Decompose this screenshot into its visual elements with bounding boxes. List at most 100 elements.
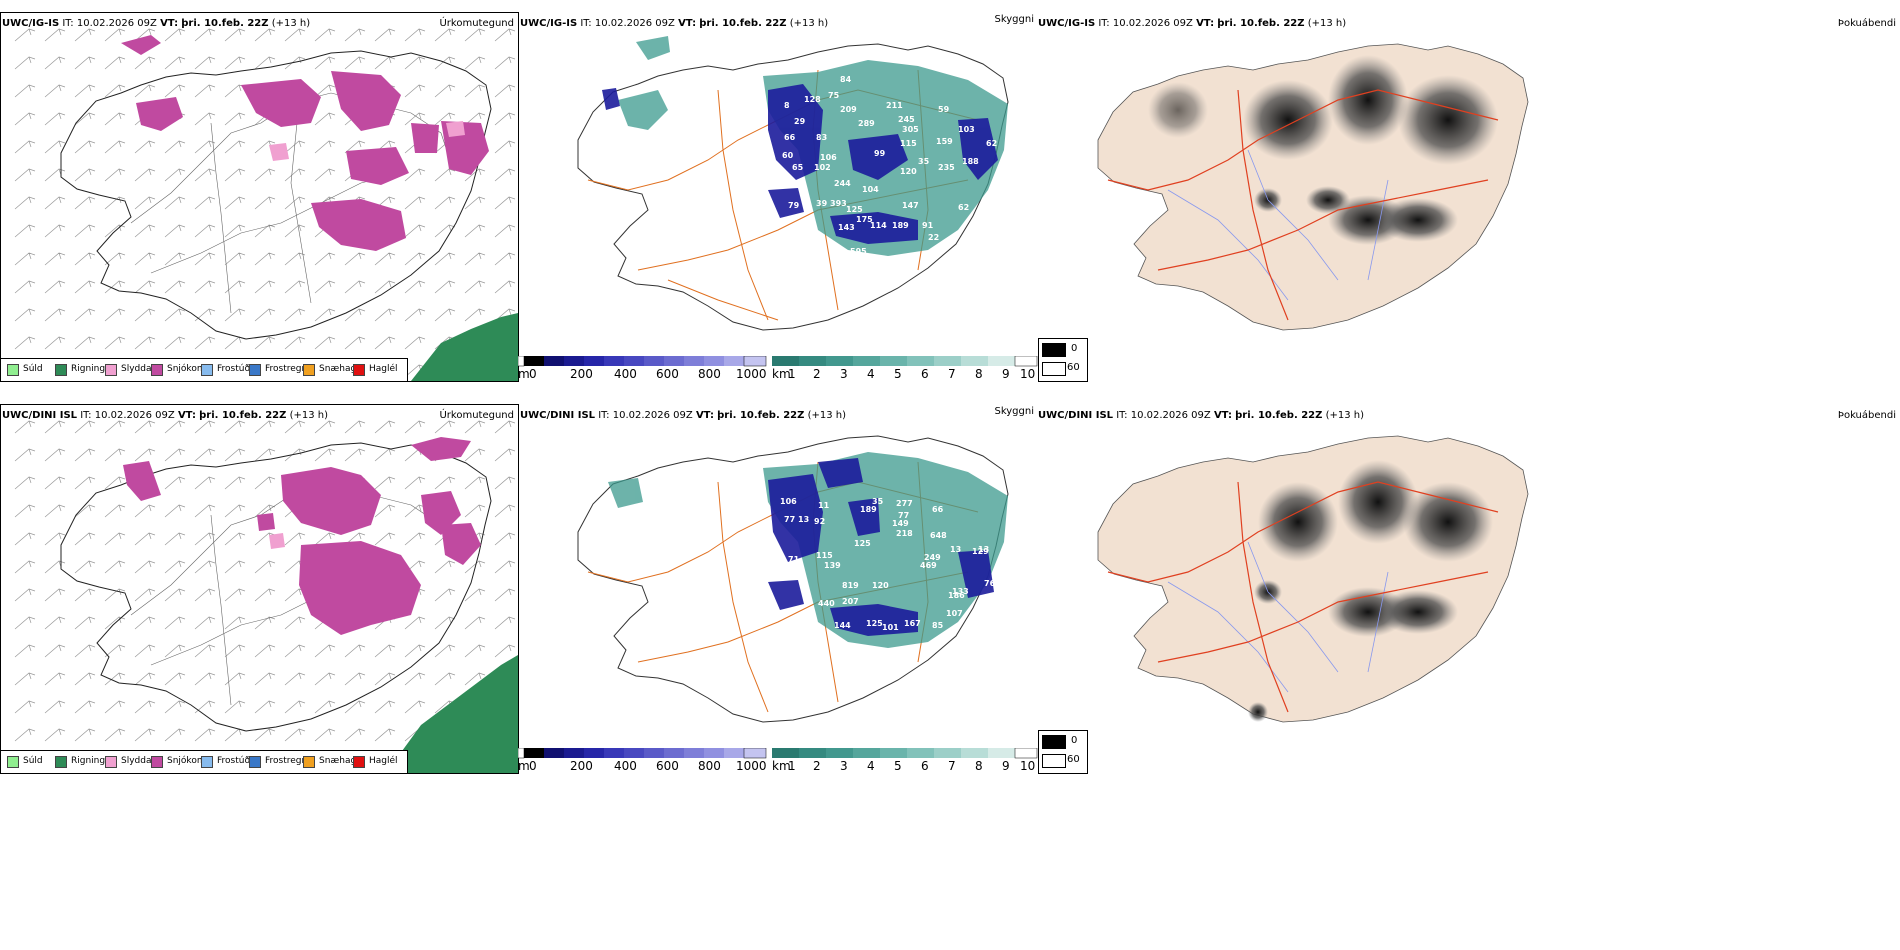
visibility-map: 128 75 84 209 211 245 59 289 305 103 62 8 29 66 83 106 1… [518, 30, 1038, 360]
ceiling-height-label: 235 [938, 163, 955, 172]
wind-barb [74, 168, 96, 182]
wind-barb [254, 56, 276, 70]
visibility-tick: 4 [867, 759, 875, 773]
wind-barb [254, 700, 276, 714]
wind-barb [224, 252, 246, 266]
wind-barb [224, 420, 246, 434]
ceiling-height-label: 29 [794, 117, 806, 126]
ceiling-height-label: 125 [866, 619, 883, 628]
fog-legend: 0 60 [1038, 730, 1088, 774]
wind-barb [254, 28, 276, 42]
wind-barb [134, 308, 156, 322]
valid-time: þri. 10.feb. 22Z [1235, 410, 1323, 421]
ceiling-height-label: 13 [978, 545, 989, 554]
fog-map [1048, 30, 1548, 350]
wind-barb [434, 420, 456, 434]
ceiling-tick: 800 [698, 367, 721, 381]
legend-label: Rigning [71, 364, 106, 374]
wind-barb [494, 28, 516, 42]
wind-barb [14, 644, 36, 658]
ceiling-height-label: 189 [860, 505, 877, 514]
wind-barb [404, 196, 426, 210]
wind-barb [134, 420, 156, 434]
wind-barb [404, 28, 426, 42]
wind-barb [464, 644, 486, 658]
wind-barb [284, 196, 306, 210]
wind-barb [164, 308, 186, 322]
lead-time: (+13 h) [789, 18, 829, 29]
panel-header: UWC/DINI ISL IT: 10.02.2026 09Z VT: þri.… [1038, 410, 1364, 422]
wind-barb [194, 140, 216, 154]
visibility-tick: 5 [894, 367, 902, 381]
model-name: UWC/DINI ISL [1038, 410, 1114, 421]
wind-barb [434, 476, 456, 490]
wind-barb [104, 644, 126, 658]
wind-barb [284, 28, 306, 42]
wind-barb [464, 112, 486, 126]
wind-barb [194, 84, 216, 98]
legend-swatch [7, 756, 19, 768]
legend-label: Snjókoma [167, 364, 212, 374]
wind-barb [44, 448, 66, 462]
wind-barb [284, 140, 306, 154]
wind-barb [314, 168, 336, 182]
wind-barb [434, 84, 456, 98]
wind-barb [494, 560, 516, 574]
ceiling-height-label: 83 [816, 133, 827, 142]
model-name: UWC/IG-IS [520, 18, 578, 29]
legend-label: Frostregn [265, 364, 308, 374]
wind-barb [194, 700, 216, 714]
wind-barb [284, 56, 306, 70]
visibility-tick: 6 [921, 367, 929, 381]
precip-type-legend: Súld Rigning Slydda Snjókoma Frostúði Frostre… [0, 358, 408, 382]
wind-barb [404, 224, 426, 238]
wind-barb [464, 560, 486, 574]
wind-barb [464, 504, 486, 518]
precip-type-legend: Súld Rigning Slydda Snjókoma Frostúði Frostre… [0, 750, 408, 774]
wind-barb [224, 56, 246, 70]
legend-swatch [353, 364, 365, 376]
sleet-areas [269, 533, 285, 549]
wind-barb [374, 504, 396, 518]
wind-barb [374, 420, 396, 434]
wind-barb [404, 168, 426, 182]
wind-barb [164, 56, 186, 70]
ceiling-height-label: 218 [896, 529, 913, 538]
wind-barb [404, 700, 426, 714]
wind-barb [44, 84, 66, 98]
variable-name: Skyggni [994, 14, 1034, 25]
wind-barb [464, 588, 486, 602]
ceiling-height-label: 393 [830, 199, 847, 208]
wind-barb [404, 672, 426, 686]
wind-barb [434, 28, 456, 42]
panel-fog-top: UWC/IG-IS IT: 10.02.2026 09Z VT: þri. 10… [1038, 10, 1900, 382]
wind-barb [44, 532, 66, 546]
fog-high-label: 0 [1071, 343, 1078, 354]
ceiling-height-label: 245 [898, 115, 915, 124]
wind-barb [374, 336, 396, 350]
wind-barb [14, 420, 36, 434]
legend-label: Snæhagl [319, 364, 359, 374]
legend-label: Slydda [121, 756, 152, 766]
wind-barb [194, 280, 216, 294]
ceiling-height-label: 186 [948, 591, 965, 600]
wind-barb [164, 280, 186, 294]
wind-barb [314, 672, 336, 686]
wind-barb [74, 616, 96, 630]
wind-barb [344, 308, 366, 322]
wind-barb [224, 308, 246, 322]
wind-barb [164, 168, 186, 182]
ceiling-tick: 400 [614, 759, 637, 773]
wind-barb [434, 644, 456, 658]
wind-barb [164, 336, 186, 350]
wind-barb [464, 476, 486, 490]
legend-swatch [201, 364, 213, 376]
legend-swatch [7, 364, 19, 376]
ceiling-height-label: 99 [874, 149, 886, 158]
ceiling-height-label: 143 [838, 223, 855, 232]
wind-barb [314, 56, 336, 70]
wind-barb [254, 224, 276, 238]
wind-barb [494, 588, 516, 602]
wind-barb [434, 252, 456, 266]
wind-barb [134, 560, 156, 574]
